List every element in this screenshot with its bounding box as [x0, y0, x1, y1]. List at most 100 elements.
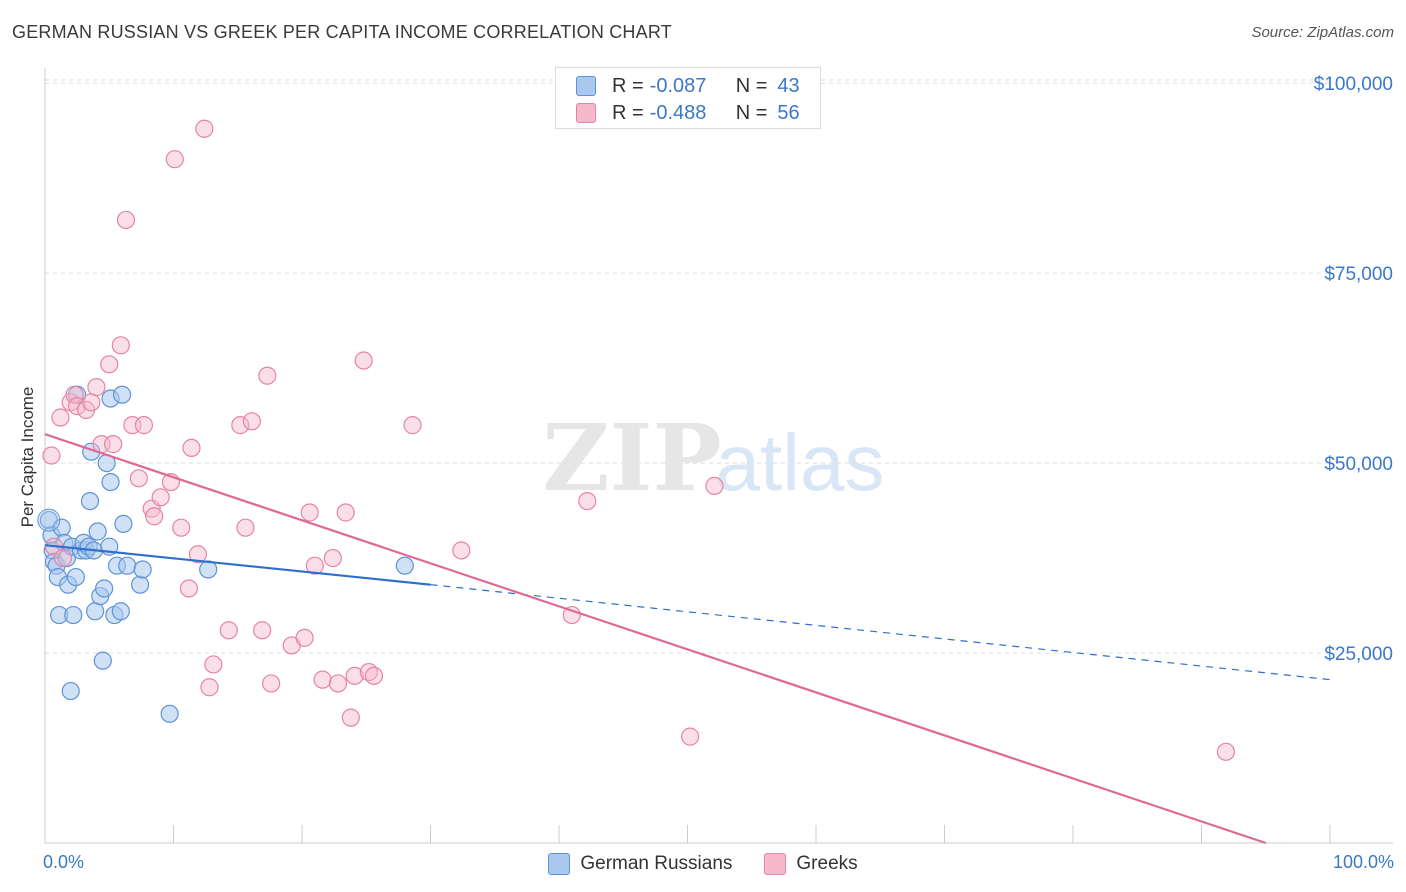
greek-point [111, 336, 130, 355]
y-tick-label: $50,000 [1324, 454, 1393, 475]
greek-point [262, 674, 281, 693]
greek-point [188, 545, 208, 564]
y-tick-label: $25,000 [1324, 644, 1393, 665]
german-russian-point [80, 491, 100, 511]
series-swatch-pink [764, 853, 787, 875]
greek-point [151, 488, 170, 507]
legend-r-label: R = [612, 74, 644, 97]
greek-point [328, 674, 348, 693]
legend-n-value: 56 [777, 101, 800, 124]
greek-point [165, 150, 184, 169]
greek-point [172, 518, 191, 537]
greek-point [53, 548, 73, 568]
legend-row-german-russians: R = -0.087 N = 43 [576, 73, 800, 99]
greek-point [705, 476, 724, 495]
greek-point [182, 438, 201, 458]
german-russian-point [130, 575, 150, 594]
greek-point [452, 541, 471, 560]
greek-point [403, 416, 422, 435]
legend-n-label: N = [735, 74, 768, 97]
greek-point [204, 655, 223, 674]
watermark-zip: ZIP [542, 404, 721, 512]
greek-point [562, 605, 581, 625]
greek-point [323, 548, 342, 568]
legend-r-value: -0.488 [649, 101, 707, 124]
greek-point [134, 416, 154, 435]
greek-point [578, 491, 597, 511]
greek-point [195, 119, 214, 138]
german-russian-point [133, 560, 152, 579]
greek-point [336, 503, 355, 522]
german-russian-point-large [37, 508, 61, 532]
greek-point [1216, 742, 1236, 761]
german-russian-trendline [44, 544, 431, 586]
greek-point [242, 412, 261, 431]
greek-point [258, 366, 277, 385]
german-russian-point [95, 579, 114, 598]
greek-point [68, 397, 87, 416]
legend-r-value: -0.087 [649, 74, 707, 97]
german-russian-point [88, 522, 107, 541]
greek-point [300, 503, 319, 522]
german-russian-point [93, 651, 112, 670]
german-russian-point [86, 602, 105, 621]
legend-swatch-pink [576, 103, 596, 123]
y-tick-label: $100,000 [1314, 74, 1393, 95]
greek-point [200, 678, 219, 697]
chart-title: GERMAN RUSSIAN VS GREEK PER CAPITA INCOM… [12, 22, 672, 42]
watermark-atlas: atlas [716, 418, 885, 507]
german-russian-point [64, 605, 83, 625]
german-russian-point [61, 681, 80, 701]
german-russian-trendline-extension [430, 584, 1331, 681]
greek-point [104, 435, 123, 454]
greek-point [364, 666, 384, 685]
german-russian-point [111, 602, 130, 621]
legend-n-value: 43 [777, 74, 800, 97]
greek-point [236, 518, 255, 537]
german-russian-point [101, 472, 120, 492]
series-legend: German Russians Greeks [0, 852, 1406, 876]
series-legend-greeks[interactable]: Greeks [764, 853, 858, 875]
greek-point [253, 621, 272, 640]
german-russian-point [118, 556, 137, 575]
greek-point [295, 628, 314, 647]
legend-r-label: R = [612, 101, 644, 124]
german-russian-point [160, 704, 179, 723]
greek-point [87, 378, 106, 397]
greek-point [129, 469, 148, 488]
greek-point [145, 507, 164, 526]
greek-point [42, 446, 61, 465]
legend-row-greeks: R = -0.488 N = 56 [576, 100, 800, 126]
greek-point [116, 210, 136, 230]
greek-point [219, 621, 238, 640]
legend-swatch-blue [576, 76, 596, 96]
greek-point [305, 556, 324, 575]
greek-point [82, 393, 101, 412]
greek-point [51, 408, 70, 427]
german-russian-point [112, 385, 132, 404]
german-russian-point [66, 567, 85, 587]
german-russian-point [395, 556, 414, 575]
greek-trendline [44, 433, 1267, 845]
greek-point [231, 416, 250, 435]
series-swatch-blue [548, 853, 571, 875]
correlation-legend: R = -0.087 N = 43 R = -0.488 N = 56 [555, 67, 821, 129]
greek-point [341, 708, 360, 727]
y-tick-label: $75,000 [1324, 264, 1393, 285]
greek-point [313, 670, 332, 689]
chart-source: Source: ZipAtlas.com [1251, 24, 1394, 41]
legend-n-label: N = [735, 101, 768, 124]
greek-point [179, 579, 199, 598]
series-legend-german-russians[interactable]: German Russians [548, 853, 732, 875]
x-tick-max: 100.0% [1332, 852, 1394, 872]
greek-point [65, 385, 84, 404]
greek-point [345, 666, 364, 685]
greek-point [680, 727, 700, 746]
german-russian-point [114, 514, 133, 533]
series-legend-label: Greeks [796, 853, 858, 874]
greek-point [100, 355, 119, 374]
greek-point [354, 351, 373, 370]
x-tick-min: 0.0% [43, 852, 85, 872]
series-legend-label: German Russians [580, 853, 733, 874]
